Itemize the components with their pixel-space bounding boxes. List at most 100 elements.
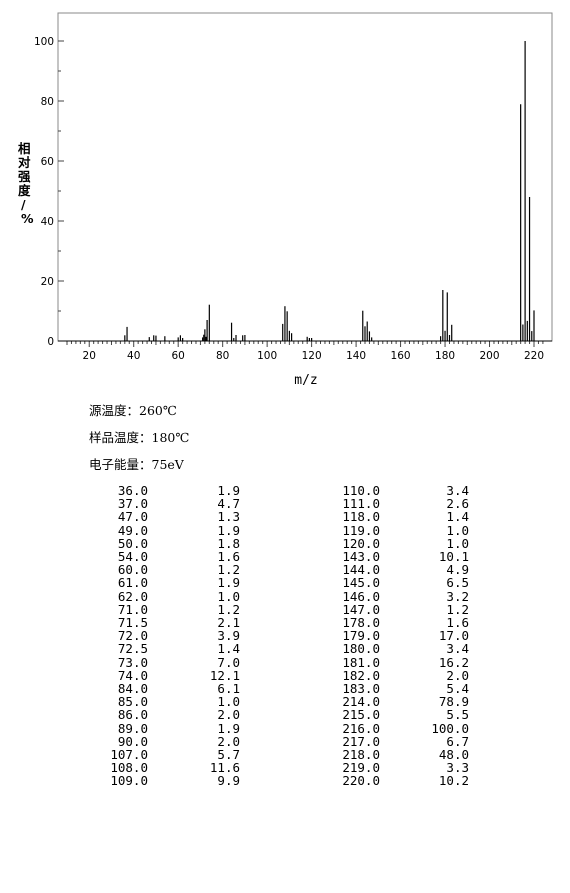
intensity-cell: 1.8 [217,535,240,551]
intensity-cell: 5.5 [446,707,469,723]
mz-cell: 143.0 [342,549,380,565]
intensity-cell: 3.3 [446,760,469,776]
table-row: 107.0 5.7 218.0 48.0 [70,748,469,761]
mz-cell: 36.0 [117,483,148,498]
intensity-cell: 7.0 [217,654,240,670]
mz-cell: 119.0 [342,522,380,538]
intensity-cell: 2.1 [217,615,240,631]
mz-cell: 218.0 [342,747,380,763]
mz-cell: 220.0 [342,773,380,789]
intensity-cell: 1.0 [217,588,240,604]
table-row: 61.0 1.9 145.0 6.5 [70,576,469,589]
x-axis: 20 40 60 80 100 120 140 160 180 200 220 [66,341,544,362]
x-tick-label: 120 [302,350,322,362]
intensity-cell: 1.2 [217,601,240,617]
mz-cell: 214.0 [342,694,380,710]
mz-cell: 74.0 [117,667,148,683]
mz-cell: 47.0 [117,509,148,525]
intensity-cell: 1.0 [217,694,240,710]
mz-cell: 219.0 [342,760,380,776]
intensity-cell: 3.4 [446,641,469,657]
x-tick-label: 100 [257,350,277,362]
table-row: 74.0 12.1 182.0 2.0 [70,669,469,682]
peak-table: 36.0 1.9 110.0 3.4 37.0 4.7 111.0 2.6 47.0 1.3 118… [70,484,469,788]
peak-bars [124,41,535,341]
intensity-cell: 1.0 [446,535,469,551]
mz-cell: 147.0 [342,601,380,617]
mz-cell: 72.5 [117,641,148,657]
intensity-cell: 5.7 [217,747,240,763]
intensity-cell: 1.2 [446,601,469,617]
y-tick-label: 60 [41,156,54,168]
y-tick-label: 80 [41,96,54,108]
table-row: 71.5 2.1 178.0 1.6 [70,616,469,629]
table-row: 37.0 4.7 111.0 2.6 [70,497,469,510]
intensity-cell: 1.9 [217,720,240,736]
x-tick-label: 40 [127,350,140,362]
mz-cell: 120.0 [342,535,380,551]
x-tick-label: 20 [83,350,96,362]
intensity-cell: 2.0 [217,707,240,723]
mz-cell: 89.0 [117,720,148,736]
intensity-cell: 10.1 [438,549,469,565]
intensity-cell: 1.0 [446,522,469,538]
x-axis-label: m/z [294,373,317,388]
mz-cell: 73.0 [117,654,148,670]
intensity-cell: 48.0 [438,747,469,763]
intensity-cell: 3.9 [217,628,240,644]
y-axis: 0 20 40 60 80 100 [34,36,64,348]
intensity-cell: 4.9 [446,562,469,578]
mz-cell: 61.0 [117,575,148,591]
intensity-cell: 78.9 [438,694,469,710]
table-row: 72.0 3.9 179.0 17.0 [70,629,469,642]
plot-frame [57,12,553,342]
mz-cell: 183.0 [342,681,380,697]
mz-cell: 108.0 [110,760,148,776]
intensity-cell: 2.6 [446,496,469,512]
mz-cell: 110.0 [342,483,380,498]
x-tick-label: 60 [172,350,185,362]
table-row: 71.0 1.2 147.0 1.2 [70,603,469,616]
x-tick-label: 180 [435,350,455,362]
mz-cell: 217.0 [342,733,380,749]
intensity-cell: 11.6 [209,760,240,776]
table-row: 90.0 2.0 217.0 6.7 [70,735,469,748]
intensity-cell: 1.2 [217,562,240,578]
mz-cell: 72.0 [117,628,148,644]
mz-cell: 179.0 [342,628,380,644]
intensity-cell: 5.4 [446,681,469,697]
mz-cell: 107.0 [110,747,148,763]
intensity-cell: 3.4 [446,483,469,498]
mz-cell: 144.0 [342,562,380,578]
mz-cell: 182.0 [342,667,380,683]
intensity-cell: 2.0 [446,667,469,683]
table-row: 85.0 1.0 214.0 78.9 [70,695,469,708]
intensity-cell: 17.0 [438,628,469,644]
x-tick-label: 140 [346,350,366,362]
y-tick-label: 0 [47,336,54,348]
table-row: 47.0 1.3 118.0 1.4 [70,510,469,523]
mz-cell: 90.0 [117,733,148,749]
intensity-cell: 1.9 [217,575,240,591]
table-row: 36.0 1.9 110.0 3.4 [70,484,469,497]
intensity-cell: 6.5 [446,575,469,591]
mz-cell: 71.0 [117,601,148,617]
x-tick-label: 80 [216,350,229,362]
intensity-cell: 9.9 [217,773,240,789]
intensity-cell: 100.0 [431,720,469,736]
table-row: 108.0 11.6 219.0 3.3 [70,761,469,774]
intensity-cell: 4.7 [217,496,240,512]
intensity-cell: 2.0 [217,733,240,749]
intensity-cell: 6.7 [446,733,469,749]
mz-cell: 146.0 [342,588,380,604]
y-tick-label: 100 [34,36,54,48]
intensity-cell: 1.4 [446,509,469,525]
intensity-cell: 1.9 [217,522,240,538]
table-row: 73.0 7.0 181.0 16.2 [70,654,469,670]
x-tick-label: 220 [524,350,544,362]
y-tick-label: 20 [41,276,54,288]
mz-cell: 50.0 [117,535,148,551]
table-row: 86.0 2.0 215.0 5.5 [70,708,469,721]
mz-cell: 145.0 [342,575,380,591]
